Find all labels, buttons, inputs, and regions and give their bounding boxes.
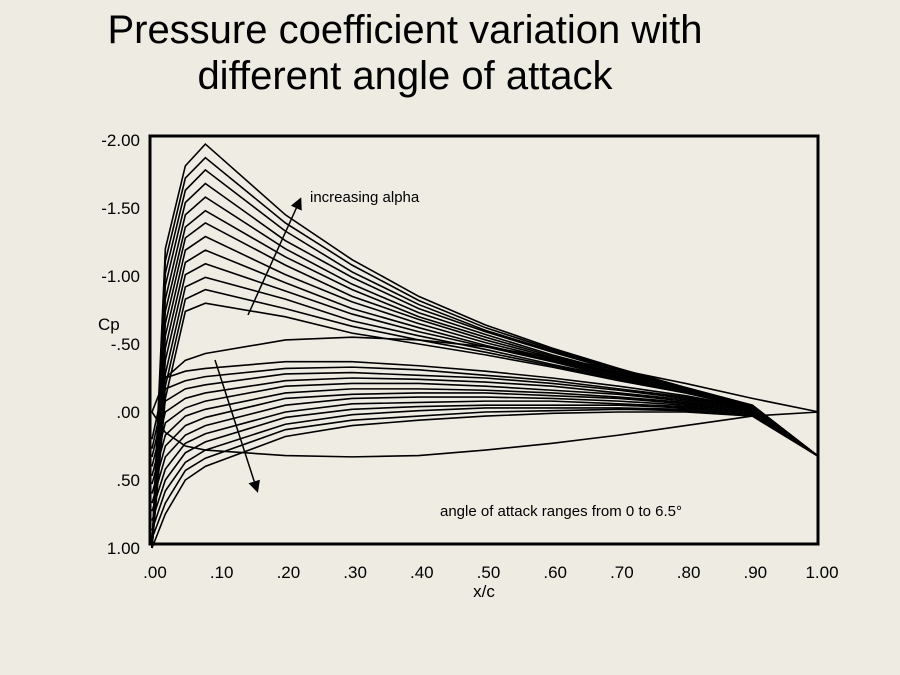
y-tick-label: -1.00 (101, 267, 140, 286)
x-tick-label: .10 (210, 563, 234, 582)
cp-line-lower-19 (151, 382, 820, 477)
cp-line-upper-6 (151, 249, 820, 549)
x-tick-label: .50 (477, 563, 501, 582)
increasing-alpha-arrow-upper (247, 197, 302, 316)
y-tick-label: 1.00 (107, 539, 140, 558)
y-tick-label: -2.00 (101, 131, 140, 150)
cp-line-upper-9 (151, 209, 820, 549)
slide-title-line-1: Pressure coefficient variation with (107, 8, 703, 52)
x-tick-label: .30 (343, 563, 367, 582)
y-tick-label: .00 (116, 403, 140, 422)
y-tick-label: .50 (116, 471, 140, 490)
x-tick-label: .00 (143, 563, 167, 582)
cp-line-lower-15 (151, 360, 820, 458)
x-tick-label: .60 (543, 563, 567, 582)
x-tick-label: .40 (410, 563, 434, 582)
cp-line-lower-17 (151, 371, 820, 458)
slide-title-line-2: different angle of attack (197, 54, 613, 98)
cp-line-lower-24 (151, 404, 820, 522)
x-tick-label: 1.00 (805, 563, 838, 582)
cp-line-lower-26 (151, 408, 820, 539)
y-tick-label: -.50 (111, 335, 140, 354)
cp-line-lower-21 (151, 392, 820, 494)
cp-line-lower-20 (151, 388, 820, 485)
increasing-alpha-label: increasing alpha (310, 189, 420, 206)
cp-line-lower-27 (151, 411, 820, 549)
x-tick-label: .90 (743, 563, 767, 582)
cp-line-upper-14 (151, 142, 820, 549)
cp-line-lower-16 (151, 366, 820, 458)
cp-line-lower-18 (151, 377, 820, 467)
angle-range-note: angle of attack ranges from 0 to 6.5° (440, 503, 682, 520)
y-tick-label: -1.50 (101, 199, 140, 218)
x-tick-label: .20 (277, 563, 301, 582)
cp-line-lower-23 (151, 400, 820, 512)
increasing-alpha-arrow-lower (214, 359, 260, 493)
x-tick-label: .80 (677, 563, 701, 582)
cp-line-lower-25 (151, 407, 820, 531)
cp-line-lower-1 (151, 411, 820, 458)
cp-line-upper-3 (151, 288, 820, 549)
cp-line-lower-22 (151, 396, 820, 504)
cp-line-upper-12 (151, 168, 820, 549)
x-tick-label: .70 (610, 563, 634, 582)
x-axis-label: x/c (473, 582, 495, 601)
y-axis-label: Cp (98, 315, 120, 334)
